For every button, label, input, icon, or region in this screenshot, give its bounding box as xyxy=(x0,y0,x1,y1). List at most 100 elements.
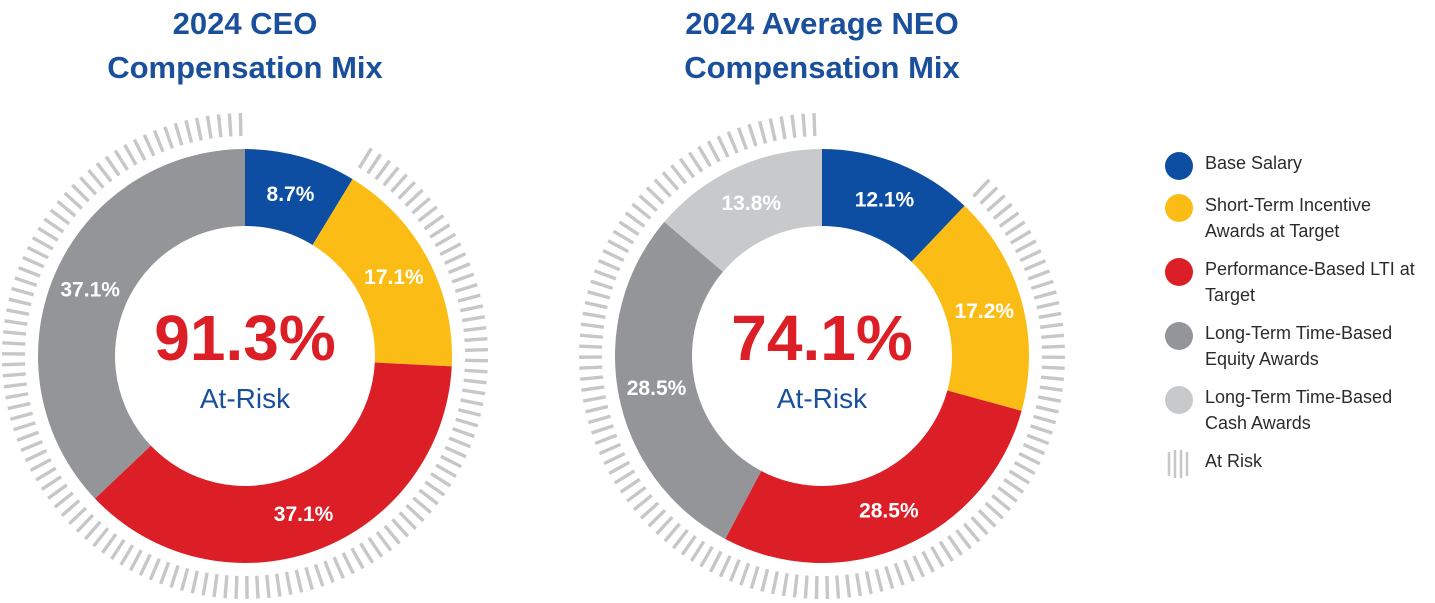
at-risk-tick-0 xyxy=(332,556,345,579)
at-risk-hatch-icon xyxy=(1167,450,1189,478)
at-risk-tick-1 xyxy=(864,571,873,595)
at-risk-tick-0 xyxy=(142,134,156,157)
at-risk-tick-0 xyxy=(459,304,484,313)
at-risk-tick-1 xyxy=(1041,333,1065,339)
at-risk-tick-1 xyxy=(603,451,626,466)
at-risk-tick-0 xyxy=(12,421,36,432)
at-risk-tick-1 xyxy=(726,131,739,154)
at-risk-tick-0 xyxy=(2,372,26,378)
at-risk-tick-1 xyxy=(962,522,981,543)
at-risk-tick-1 xyxy=(653,178,672,198)
at-risk-tick-0 xyxy=(382,166,400,187)
at-risk-tick-0 xyxy=(173,122,184,146)
at-risk-tick-1 xyxy=(631,202,652,220)
at-risk-tick-1 xyxy=(955,529,972,550)
at-risk-tick-1 xyxy=(587,290,611,300)
at-risk-tick-1 xyxy=(1026,433,1050,446)
at-risk-tick-0 xyxy=(444,445,467,459)
at-risk-tick-0 xyxy=(430,472,452,488)
center-value-0: 91.3% xyxy=(154,302,335,374)
legend-swatch-sti xyxy=(1165,194,1193,222)
at-risk-tick-1 xyxy=(670,164,688,185)
at-risk-tick-1 xyxy=(757,120,768,144)
slice-label-0-time_equity: 37.1% xyxy=(60,279,120,302)
at-risk-tick-1 xyxy=(661,171,680,191)
at-risk-tick-0 xyxy=(359,542,375,564)
at-risk-tick-0 xyxy=(148,557,161,581)
at-risk-tick-0 xyxy=(429,223,451,239)
at-risk-tick-1 xyxy=(912,555,926,578)
at-risk-tick-0 xyxy=(313,563,325,587)
at-risk-tick-0 xyxy=(397,180,416,200)
at-risk-tick-0 xyxy=(110,538,126,560)
at-risk-tick-1 xyxy=(1013,460,1036,475)
at-risk-tick-0 xyxy=(367,536,384,558)
at-risk-tick-1 xyxy=(984,501,1004,520)
at-risk-tick-1 xyxy=(579,365,603,370)
at-risk-tick-0 xyxy=(464,368,488,374)
at-risk-tick-0 xyxy=(8,297,32,307)
at-risk-tick-1 xyxy=(1041,344,1065,349)
at-risk-tick-0 xyxy=(443,252,467,265)
ceo-chart-title: 2024 CEO Compensation Mix xyxy=(40,2,450,90)
legend-label-time-cash: Long-Term Time-Based Cash Awards xyxy=(1205,384,1392,436)
at-risk-tick-0 xyxy=(464,337,488,343)
legend-swatch-time-equity xyxy=(1165,322,1193,350)
at-risk-tick-0 xyxy=(448,436,472,449)
at-risk-tick-1 xyxy=(607,239,630,254)
at-risk-tick-1 xyxy=(655,515,674,536)
at-risk-tick-1 xyxy=(687,151,704,173)
at-risk-tick-0 xyxy=(138,553,152,577)
at-risk-tick-1 xyxy=(728,559,741,582)
at-risk-tick-0 xyxy=(113,149,129,171)
at-risk-tick-1 xyxy=(699,545,714,568)
at-risk-tick-1 xyxy=(1033,290,1057,300)
legend-item-at-risk: At Risk xyxy=(1165,448,1430,478)
legend-label-perf-lti-line2: Target xyxy=(1205,285,1256,305)
at-risk-tick-0 xyxy=(47,483,68,500)
at-risk-tick-0 xyxy=(391,518,410,538)
at-risk-tick-1 xyxy=(612,229,635,245)
at-risk-tick-0 xyxy=(2,362,26,367)
at-risk-tick-0 xyxy=(234,575,239,599)
at-risk-tick-0 xyxy=(447,262,471,275)
at-risk-tick-0 xyxy=(104,155,121,177)
at-risk-tick-1 xyxy=(803,575,809,599)
at-risk-tick-1 xyxy=(991,494,1012,512)
at-risk-tick-0 xyxy=(68,506,88,526)
slice-0-perf_lti xyxy=(94,362,452,563)
slice-label-0-sti: 17.1% xyxy=(364,266,424,289)
at-risk-tick-0 xyxy=(411,196,431,215)
at-risk-tick-1 xyxy=(930,545,945,568)
at-risk-tick-0 xyxy=(159,561,171,585)
at-risk-tick-1 xyxy=(718,555,732,578)
at-risk-tick-0 xyxy=(163,126,174,149)
at-risk-tick-0 xyxy=(16,430,40,442)
at-risk-tick-0 xyxy=(460,398,484,407)
at-risk-tick-1 xyxy=(1033,414,1057,425)
at-risk-tick-1 xyxy=(835,575,841,599)
at-risk-tick-0 xyxy=(223,575,229,599)
at-risk-tick-1 xyxy=(1004,220,1026,237)
at-risk-tick-1 xyxy=(992,202,1013,220)
at-risk-tick-1 xyxy=(979,186,999,205)
legend: Base Salary Short-Term Incentive Awards … xyxy=(1165,150,1430,490)
legend-label-sti-line2: Awards at Target xyxy=(1205,221,1340,241)
ceo-donut-chart: 8.7% 17.1% 37.1% 37.1% 91.3% At-Risk xyxy=(1,113,488,600)
at-risk-tick-0 xyxy=(284,571,293,595)
at-risk-tick-0 xyxy=(457,408,482,417)
at-risk-ring-1 xyxy=(578,113,1066,599)
at-risk-tick-0 xyxy=(43,217,65,234)
at-risk-tick-0 xyxy=(79,176,98,196)
at-risk-tick-1 xyxy=(970,516,989,536)
at-risk-tick-1 xyxy=(626,486,647,503)
legend-item-base-salary: Base Salary xyxy=(1165,150,1430,180)
at-risk-tick-0 xyxy=(194,117,203,141)
at-risk-tick-1 xyxy=(903,559,915,582)
at-risk-tick-0 xyxy=(439,242,462,256)
at-risk-tick-1 xyxy=(812,113,817,137)
at-risk-tick-0 xyxy=(341,552,355,575)
at-risk-tick-1 xyxy=(779,116,787,140)
neo-donut-chart: 12.1% 17.2% 28.5% 28.5% 13.8% 74.1% At-Risk xyxy=(578,113,1066,599)
at-risk-tick-1 xyxy=(598,442,622,456)
